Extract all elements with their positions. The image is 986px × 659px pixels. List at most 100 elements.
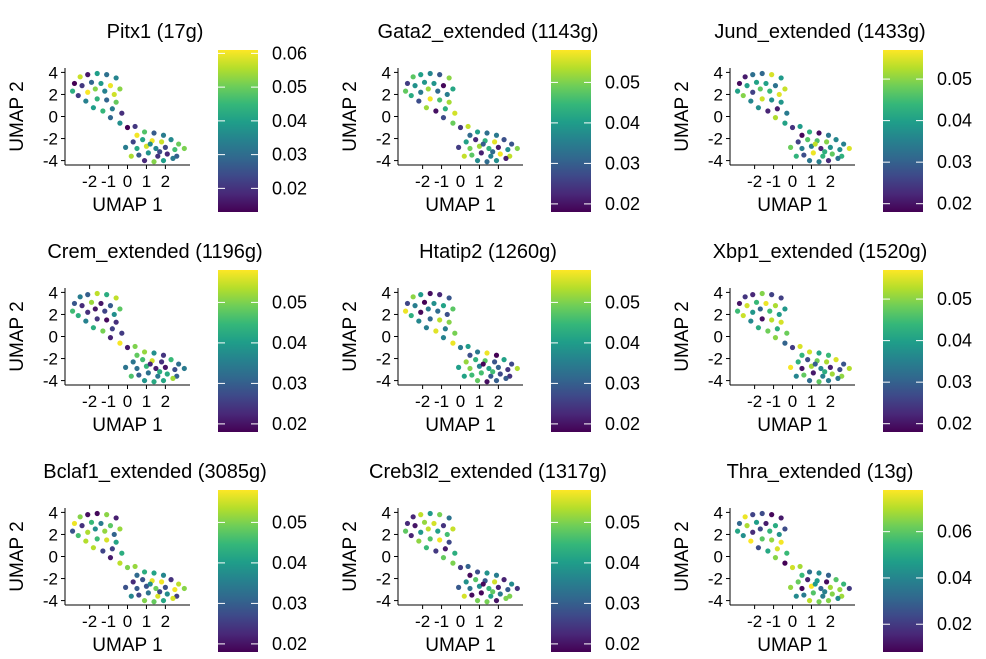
umap-point [119, 110, 125, 116]
umap-point [765, 108, 771, 114]
umap-point [410, 294, 416, 300]
x-tick-label: 0 [456, 392, 465, 411]
y-axis-label: UMAP 2 [7, 521, 28, 591]
umap-point [827, 584, 833, 590]
colorbar-tick-label: 0.02 [605, 634, 640, 654]
colorbar-tick-label: 0.05 [937, 69, 972, 89]
umap-point [418, 72, 424, 78]
panel-title: Bclaf1_extended (3085g) [43, 461, 267, 483]
umap-point [757, 306, 763, 312]
y-tick-label: -2 [43, 130, 58, 149]
umap-point [765, 548, 771, 554]
colorbar [551, 490, 591, 652]
umap-panel-6: Xbp1_extended (1520g)420-2-4-2 -1 0 1 2UMAP … [672, 241, 972, 436]
umap-point [119, 330, 125, 336]
umap-point [514, 145, 520, 152]
umap-point [456, 364, 462, 370]
umap-point [147, 581, 153, 587]
umap-point [457, 344, 464, 351]
umap-point [767, 308, 773, 314]
umap-point [497, 151, 503, 157]
y-tick-label: 2 [382, 305, 391, 324]
umap-point [744, 83, 750, 89]
panel-title: Gata2_extended (1143g) [378, 21, 599, 43]
y-axis-label: UMAP 2 [7, 301, 28, 371]
umap-point [763, 80, 769, 87]
umap-point [437, 317, 443, 323]
umap-point [83, 98, 89, 104]
umap-point [423, 105, 430, 111]
x-tick-label: 2 [161, 392, 170, 411]
umap-point [132, 563, 138, 570]
umap-point [444, 531, 450, 538]
umap-point [141, 157, 148, 164]
umap-point [104, 72, 110, 78]
umap-point [782, 560, 788, 566]
umap-point [136, 152, 142, 158]
colorbar [551, 270, 591, 432]
umap-point [119, 550, 125, 556]
colorbar [883, 490, 923, 652]
umap-point [829, 591, 835, 597]
x-tick-label: -2 [747, 392, 762, 411]
umap-point [128, 593, 134, 599]
umap-point [402, 528, 409, 534]
umap-point [457, 124, 464, 131]
umap-point [102, 308, 108, 314]
umap-panel-4: Crem_extended (1196g)420-2-4-2 -1 0 1 2UMAP … [7, 241, 307, 436]
umap-point [168, 357, 174, 363]
umap-point [505, 146, 511, 153]
y-tick-label: 0 [49, 328, 58, 347]
umap-point [151, 379, 157, 385]
umap-point [467, 572, 473, 578]
umap-point [75, 532, 81, 539]
umap-point [493, 377, 500, 384]
umap-point [433, 548, 439, 554]
umap-point [92, 306, 98, 312]
umap-point [450, 306, 456, 312]
x-tick-label: -1 [766, 612, 781, 631]
colorbar-tick-label: 0.05 [605, 72, 640, 92]
umap-panel-3: Jund_extended (1433g)420-2-4-2 -1 0 1 2UMAP … [672, 21, 972, 216]
umap-point [90, 105, 97, 111]
umap-point [145, 370, 151, 376]
umap-point [435, 308, 441, 314]
colorbar-tick-label: 0.02 [937, 414, 972, 434]
umap-point [782, 306, 788, 312]
y-tick-label: 2 [714, 85, 723, 104]
umap-point [421, 519, 428, 525]
umap-point [155, 593, 161, 599]
umap-point [799, 352, 805, 358]
colorbar-tick-label: 0.04 [605, 113, 640, 133]
umap-point [797, 563, 803, 570]
umap-point [474, 377, 481, 384]
umap-point [755, 545, 762, 551]
umap-point [480, 141, 486, 147]
umap-point [750, 529, 756, 535]
umap-point [491, 359, 498, 365]
umap-point [495, 364, 501, 370]
umap-point [495, 584, 501, 590]
umap-point [427, 510, 433, 517]
colorbar-tick-label: 0.02 [272, 414, 307, 434]
colorbar [551, 50, 591, 212]
umap-point [759, 316, 765, 322]
umap-point [75, 92, 81, 99]
umap-point [134, 572, 140, 578]
umap-point [160, 132, 167, 138]
umap-point [181, 585, 187, 592]
umap-point [806, 157, 813, 164]
umap-point [151, 159, 157, 165]
x-tick-label: -2 [82, 172, 97, 191]
umap-panel-2: Gata2_extended (1143g)420-2-4-2 -1 0 1 2UMAP… [340, 21, 640, 216]
y-tick-label: -4 [43, 372, 58, 391]
y-tick-label: 4 [49, 283, 58, 302]
umap-point [140, 357, 146, 363]
x-tick-label: -2 [747, 612, 762, 631]
umap-point [104, 512, 110, 518]
colorbar-tick-label: 0.04 [272, 553, 307, 573]
umap-point [162, 144, 168, 150]
umap-point [822, 369, 828, 375]
umap-point [808, 143, 815, 149]
umap-point [507, 153, 513, 159]
